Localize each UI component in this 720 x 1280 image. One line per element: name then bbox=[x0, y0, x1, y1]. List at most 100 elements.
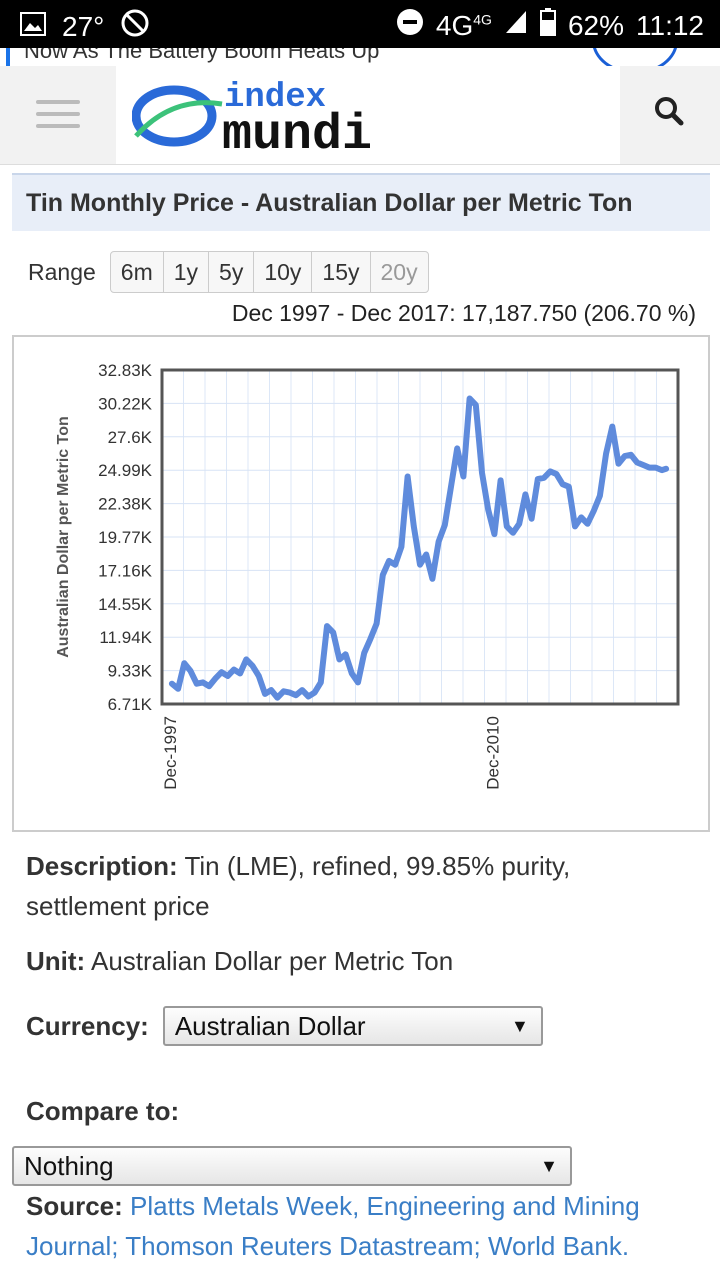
ad-accent-bar bbox=[6, 48, 10, 66]
data-point bbox=[604, 451, 609, 456]
compare-select-value: Nothing bbox=[24, 1151, 114, 1182]
data-point bbox=[449, 484, 454, 489]
data-point bbox=[480, 470, 485, 475]
y-tick-label: 14.55K bbox=[98, 595, 153, 614]
y-tick-label: 22.38K bbox=[98, 495, 153, 514]
range-label: Range bbox=[28, 259, 96, 286]
y-tick-label: 32.83K bbox=[98, 361, 153, 380]
range-20y-button[interactable]: 20y bbox=[371, 252, 428, 292]
data-point bbox=[349, 671, 354, 676]
image-icon bbox=[20, 11, 46, 43]
range-6m-button[interactable]: 6m bbox=[111, 252, 164, 292]
data-point bbox=[287, 690, 292, 695]
data-point bbox=[498, 478, 503, 483]
range-10y-button[interactable]: 10y bbox=[254, 252, 312, 292]
data-point bbox=[436, 539, 441, 544]
data-point bbox=[312, 690, 317, 695]
clock-text: 11:12 bbox=[636, 10, 704, 42]
data-point bbox=[504, 524, 509, 529]
data-point bbox=[356, 680, 361, 685]
y-tick-label: 11.94K bbox=[99, 628, 152, 647]
data-point bbox=[318, 680, 323, 685]
data-point bbox=[380, 573, 385, 578]
data-point bbox=[573, 524, 578, 529]
chevron-down-icon: ▼ bbox=[511, 1016, 529, 1037]
currency-select-value: Australian Dollar bbox=[175, 1011, 366, 1042]
compare-select[interactable]: Nothing ▼ bbox=[12, 1146, 572, 1186]
data-point bbox=[591, 509, 596, 514]
logo-text-mundi: mundi bbox=[222, 107, 372, 156]
data-point bbox=[585, 521, 590, 526]
data-point bbox=[294, 693, 299, 698]
data-point bbox=[418, 562, 423, 567]
range-button-group: 6m 1y 5y 10y 15y 20y bbox=[110, 251, 429, 293]
data-point bbox=[219, 670, 224, 675]
data-point bbox=[393, 562, 398, 567]
data-point bbox=[225, 674, 230, 679]
range-5y-button[interactable]: 5y bbox=[209, 252, 254, 292]
site-logo[interactable]: index mundi bbox=[132, 76, 452, 156]
data-point bbox=[442, 523, 447, 528]
data-point bbox=[664, 466, 669, 471]
source-block: Source: Platts Metals Week, Engineering … bbox=[26, 1186, 706, 1266]
data-point bbox=[300, 688, 305, 693]
data-point bbox=[566, 484, 571, 489]
search-button[interactable] bbox=[620, 66, 720, 164]
data-point bbox=[213, 676, 218, 681]
hamburger-line bbox=[36, 112, 80, 116]
ad-banner-text[interactable]: Now As The Battery Boom Heats Up bbox=[24, 48, 379, 64]
hamburger-line bbox=[36, 100, 80, 104]
data-point bbox=[325, 624, 330, 629]
data-point bbox=[368, 636, 373, 641]
data-point bbox=[275, 695, 280, 700]
x-tick-label: Dec-2010 bbox=[483, 716, 502, 790]
data-point bbox=[306, 694, 311, 699]
data-point bbox=[424, 552, 429, 557]
temperature-text: 27° bbox=[62, 11, 104, 43]
compare-label: Compare to: bbox=[26, 1096, 179, 1127]
y-tick-label: 19.77K bbox=[98, 528, 153, 547]
minus-circle-icon bbox=[396, 8, 424, 43]
data-point bbox=[467, 396, 472, 401]
unit-row: Unit: Australian Dollar per Metric Ton bbox=[26, 946, 453, 977]
range-1y-button[interactable]: 1y bbox=[164, 252, 209, 292]
data-point bbox=[169, 681, 174, 686]
y-tick-label: 17.16K bbox=[98, 561, 153, 580]
data-point bbox=[517, 521, 522, 526]
y-tick-label: 6.71K bbox=[108, 695, 153, 714]
data-point bbox=[411, 524, 416, 529]
hamburger-line bbox=[36, 124, 80, 128]
battery-text: 62% bbox=[568, 10, 624, 42]
data-point bbox=[200, 680, 205, 685]
chart-svg: 32.83K 30.22K 27.6K 24.99K 22.38K 19.77K 17.16… bbox=[14, 337, 708, 830]
currency-select[interactable]: Australian Dollar ▼ bbox=[163, 1006, 543, 1046]
data-point bbox=[628, 452, 633, 457]
y-tick-label: 30.22K bbox=[98, 394, 153, 413]
data-point bbox=[616, 461, 621, 466]
description-block: Description: Tin (LME), refined, 99.85% … bbox=[26, 846, 666, 926]
range-15y-button[interactable]: 15y bbox=[312, 252, 370, 292]
data-point bbox=[455, 446, 460, 451]
data-point bbox=[554, 472, 559, 477]
price-chart[interactable]: 32.83K 30.22K 27.6K 24.99K 22.38K 19.77K 17.16… bbox=[12, 335, 710, 832]
description-label: Description: bbox=[26, 851, 178, 881]
data-point bbox=[647, 465, 652, 470]
data-point bbox=[337, 657, 342, 662]
data-point bbox=[250, 663, 255, 668]
data-point bbox=[430, 576, 435, 581]
x-tick-label: Dec-1997 bbox=[161, 716, 180, 790]
data-point bbox=[560, 482, 565, 487]
data-point bbox=[548, 469, 553, 474]
signal-icon bbox=[504, 9, 528, 42]
data-point bbox=[405, 474, 410, 479]
unit-text: Australian Dollar per Metric Ton bbox=[91, 946, 453, 976]
data-point bbox=[244, 657, 249, 662]
data-point bbox=[238, 671, 243, 676]
data-point bbox=[542, 475, 547, 480]
menu-button[interactable] bbox=[0, 66, 116, 164]
data-point bbox=[653, 465, 658, 470]
range-summary: Dec 1997 - Dec 2017: 17,187.750 (206.70 … bbox=[232, 300, 696, 327]
data-point bbox=[387, 558, 392, 563]
unit-label: Unit: bbox=[26, 946, 85, 976]
ad-banner[interactable]: Now As The Battery Boom Heats Up bbox=[0, 48, 720, 66]
